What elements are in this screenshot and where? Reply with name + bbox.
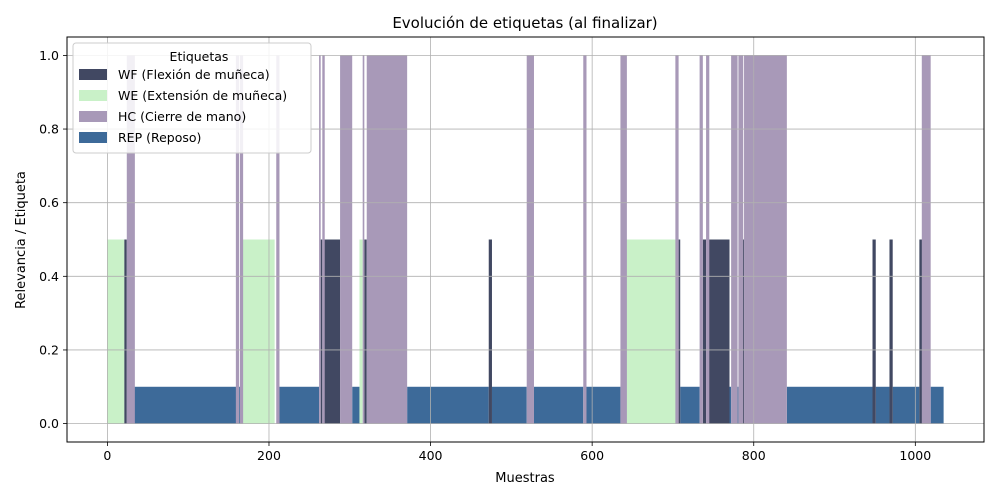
bar-rep-3 <box>407 386 489 424</box>
y-tick-label: 0.8 <box>39 122 59 137</box>
legend: Etiquetas WF (Flexión de muñeca) WE (Exte… <box>72 42 312 154</box>
bar-hc-11 <box>620 55 627 424</box>
bar-rep-10 <box>786 386 873 424</box>
bar-hc-14 <box>706 55 710 424</box>
bar-rep-1 <box>279 386 320 424</box>
bars-layer <box>107 55 944 424</box>
y-tick-label: 0.2 <box>39 342 59 357</box>
bar-hc-18 <box>921 55 931 424</box>
bar-hc-8 <box>366 55 408 424</box>
bar-hc-5 <box>322 55 325 424</box>
bar-wf-11 <box>872 239 876 424</box>
bar-rep-6 <box>586 386 621 424</box>
bar-rep-7 <box>680 386 700 424</box>
x-tick-label: 600 <box>580 448 604 463</box>
bar-wf-3 <box>323 239 341 424</box>
bar-hc-3 <box>276 55 280 424</box>
y-tick-label: 0.4 <box>39 269 59 284</box>
y-tick-label: 0.6 <box>39 195 59 210</box>
bar-hc-12 <box>675 55 679 424</box>
bar-hc-15 <box>731 55 738 424</box>
bar-rep-11 <box>875 386 890 424</box>
x-tick-label: 400 <box>419 448 443 463</box>
bar-hc-9 <box>526 55 534 424</box>
bar-we-1 <box>241 239 275 424</box>
y-tick-label: 1.0 <box>39 48 59 63</box>
x-tick-label: 0 <box>103 448 111 463</box>
bar-hc-0 <box>126 55 135 424</box>
y-axis-label: Relevancia / Etiqueta <box>14 171 29 309</box>
bar-rep-13 <box>930 386 944 424</box>
legend-swatch-hc <box>79 111 107 122</box>
bar-hc-16 <box>738 55 744 424</box>
bar-wf-6 <box>488 239 492 424</box>
bar-hc-2 <box>239 55 244 424</box>
x-tick-label: 200 <box>257 448 281 463</box>
x-axis-label: Muestras <box>495 471 555 486</box>
legend-swatch-wf <box>79 69 107 80</box>
bar-hc-1 <box>235 55 240 424</box>
bar-we-3 <box>624 239 677 424</box>
x-tick-label: 1000 <box>899 448 931 463</box>
legend-label-hc: HC (Cierre de mano) <box>118 109 246 124</box>
bar-rep-8 <box>729 386 732 424</box>
bar-wf-5 <box>364 239 367 424</box>
legend-label-we: WE (Extensión de muñeca) <box>118 88 287 103</box>
bar-wf-0 <box>124 239 127 424</box>
legend-title: Etiquetas <box>170 49 229 64</box>
legend-label-rep: REP (Reposo) <box>118 130 201 145</box>
bar-rep-9 <box>737 386 739 424</box>
bar-wf-9 <box>708 239 730 424</box>
x-axis: 0 200 400 600 800 1000 <box>103 442 931 463</box>
bar-rep-12 <box>892 386 920 424</box>
bar-rep-0 <box>134 386 240 424</box>
bar-hc-4 <box>319 55 321 424</box>
legend-box <box>72 42 312 154</box>
bar-hc-13 <box>699 55 703 424</box>
legend-swatch-rep <box>79 132 107 143</box>
chart-title: Evolución de etiquetas (al finalizar) <box>392 14 657 32</box>
bar-hc-6 <box>340 55 353 424</box>
bar-wf-2 <box>320 239 323 424</box>
bar-wf-7 <box>678 239 681 424</box>
bar-wf-13 <box>919 239 923 424</box>
bar-wf-12 <box>889 239 893 424</box>
bar-we-2 <box>359 239 363 424</box>
legend-label-wf: WF (Flexión de muñeca) <box>118 67 270 82</box>
bar-wf-8 <box>702 239 707 424</box>
y-axis: 0.0 0.2 0.4 0.6 0.8 1.0 <box>39 48 67 431</box>
bar-rep-5 <box>533 386 584 424</box>
bar-hc-7 <box>362 55 365 424</box>
bar-rep-4 <box>491 386 527 424</box>
y-tick-label: 0.0 <box>39 416 59 431</box>
bar-hc-10 <box>583 55 587 424</box>
plot-frame <box>66 36 985 443</box>
legend-swatch-we <box>79 90 107 101</box>
bar-hc-17 <box>744 55 787 424</box>
bar-we-0 <box>107 239 125 424</box>
bar-rep-2 <box>352 386 360 424</box>
x-tick-label: 800 <box>742 448 766 463</box>
